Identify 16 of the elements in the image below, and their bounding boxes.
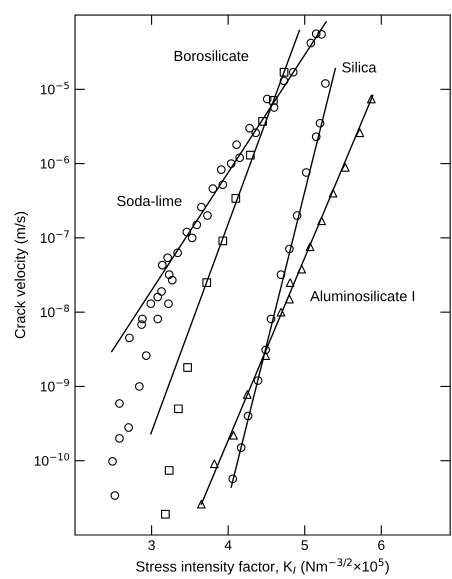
series-label: Silica (342, 62, 376, 73)
y-tick-label: 10$^{−8}$ (40, 304, 69, 318)
y-tick-label: 10$^{−6}$ (40, 156, 70, 169)
y-tick-label: 10$^{−9}$ (40, 378, 69, 392)
series-label: Soda-lime (117, 195, 182, 206)
x-tick-label: 5 (301, 540, 308, 550)
series-label: Aluminosilicate I (310, 290, 414, 302)
x-tick-label: 6 (378, 540, 385, 550)
x-tick-label: 3 (148, 540, 155, 550)
text: Borosilicate (174, 50, 248, 62)
y-tick-label: 10$^{−7}$ (40, 230, 69, 243)
y-tick-label: 10$^{−10}$ (34, 453, 70, 466)
y-tick-label: 10$^{−5}$ (40, 82, 69, 94)
y-axis-title: Crack velocity (m/s) (14, 212, 28, 338)
x-axis-title: Stress intensity factor, K$_{I}$ (Nm$^{−3/2}$×10$^{5}$) (136, 558, 389, 575)
x-tick-label: 4 (224, 540, 232, 550)
